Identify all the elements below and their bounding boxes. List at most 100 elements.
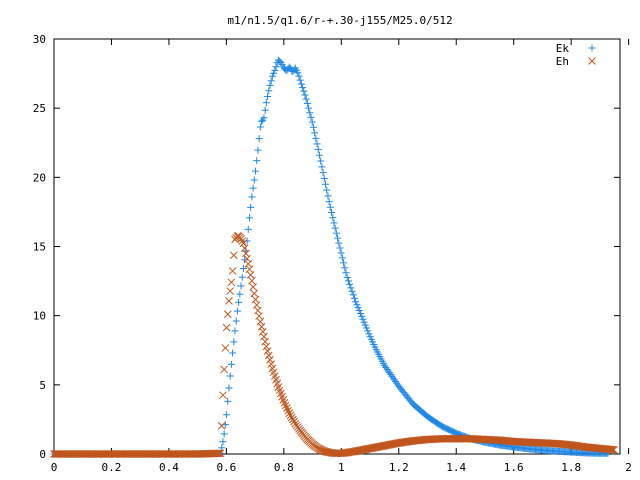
data-point (265, 87, 273, 95)
data-point (226, 287, 235, 295)
data-point (248, 193, 256, 201)
data-point (238, 237, 247, 245)
data-point (349, 291, 357, 299)
data-point (272, 63, 280, 71)
data-point (249, 184, 257, 192)
x-tick-label: 1 (338, 461, 345, 474)
data-point (262, 342, 271, 351)
data-point (256, 317, 265, 326)
data-point (227, 278, 236, 287)
x-tick-label: 1.4 (446, 461, 466, 474)
data-point (353, 301, 361, 309)
series-eh (50, 232, 618, 458)
data-point (244, 225, 252, 233)
data-point (342, 269, 350, 277)
data-point (237, 234, 245, 243)
data-point (365, 330, 373, 338)
legend-label: Ek (556, 42, 570, 55)
data-point (264, 93, 272, 101)
data-point (290, 417, 298, 426)
data-point (260, 332, 268, 341)
data-point (303, 99, 311, 107)
x-axis: 0 0.2 0.4 0.6 0.8 1 1.2 1.4 1.6 1.8 2 (51, 39, 632, 474)
data-point (302, 95, 310, 103)
data-point (220, 365, 228, 374)
x-tick-label: 0.8 (274, 461, 294, 474)
data-point (266, 355, 274, 364)
data-point (307, 113, 315, 121)
data-point (289, 415, 297, 424)
data-point (286, 411, 295, 420)
data-point (219, 438, 227, 446)
x-tick-label: 0.4 (159, 461, 179, 474)
data-point (320, 174, 328, 182)
data-point (344, 277, 352, 285)
data-point (267, 77, 275, 85)
data-point (245, 214, 253, 222)
y-tick-label: 25 (33, 102, 46, 115)
x-tick-label: 1.2 (389, 461, 409, 474)
y-tick-label: 15 (33, 241, 46, 254)
data-point (317, 157, 325, 165)
data-point (268, 72, 276, 80)
data-point (220, 430, 228, 438)
data-point (257, 322, 266, 331)
data-point (325, 198, 333, 206)
data-point (262, 99, 270, 107)
data-point (350, 294, 358, 302)
data-point (258, 117, 266, 125)
data-point (359, 315, 367, 323)
data-point (228, 267, 237, 275)
y-tick-label: 0 (39, 448, 46, 461)
data-point (336, 244, 344, 252)
data-point (267, 360, 276, 368)
data-point (319, 169, 327, 177)
data-point (328, 208, 336, 216)
x-tick-label: 0.2 (102, 461, 122, 474)
data-point (322, 180, 330, 188)
data-point (221, 344, 230, 352)
data-point (263, 347, 272, 355)
data-point (323, 186, 331, 194)
data-point (250, 289, 259, 298)
data-point (354, 304, 362, 312)
data-point (281, 401, 290, 410)
data-point (232, 317, 240, 325)
data-point (237, 282, 245, 290)
data-point (233, 307, 241, 315)
data-point (245, 265, 254, 274)
data-point (301, 91, 309, 99)
data-point (214, 449, 222, 458)
data-point (297, 80, 305, 88)
data-point (357, 309, 365, 317)
data-point (363, 324, 371, 332)
data-point (222, 323, 231, 332)
data-point (340, 259, 348, 267)
data-point (331, 224, 339, 232)
data-point (261, 337, 270, 346)
data-point (243, 237, 251, 245)
x-tick-label: 2 (625, 461, 632, 474)
data-point (229, 251, 238, 260)
y-axis: 0 5 10 15 20 25 30 (33, 33, 620, 461)
data-point (249, 283, 257, 291)
x-tick-label: 1.8 (561, 461, 581, 474)
data-point (238, 273, 246, 281)
data-point (271, 66, 279, 74)
data-point (215, 449, 224, 458)
data-point (360, 318, 368, 326)
x-tick-label: 0 (51, 461, 58, 474)
data-point (213, 449, 221, 458)
data-point (334, 234, 342, 242)
data-point (341, 264, 349, 272)
data-point (285, 409, 294, 418)
data-point (285, 63, 293, 71)
data-point (247, 203, 255, 211)
data-point (284, 406, 292, 415)
data-point (329, 214, 337, 222)
data-point (253, 157, 261, 165)
data-point (223, 411, 231, 419)
legend-marker (588, 57, 596, 65)
data-point (261, 106, 269, 114)
